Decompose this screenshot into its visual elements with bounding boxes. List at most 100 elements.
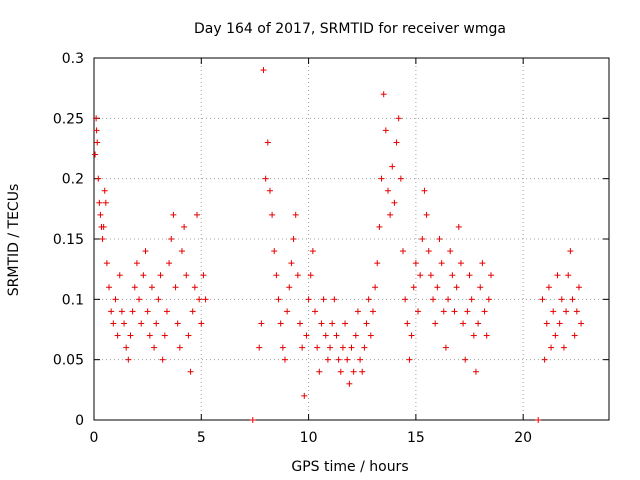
data-point: [108, 308, 115, 315]
data-point: [410, 284, 417, 291]
data-point: [181, 223, 188, 230]
data-point: [275, 296, 282, 303]
data-point: [256, 344, 263, 351]
data-point: [155, 296, 162, 303]
data-point: [92, 151, 99, 158]
data-point: [457, 260, 464, 267]
data-point: [327, 344, 334, 351]
data-point: [322, 332, 329, 339]
data-point: [191, 284, 198, 291]
data-point: [369, 308, 376, 315]
data-point: [125, 356, 132, 363]
data-point: [161, 332, 168, 339]
data-point: [460, 320, 467, 327]
data-point: [470, 332, 477, 339]
data-point: [451, 308, 458, 315]
data-point: [176, 344, 183, 351]
data-point: [166, 260, 173, 267]
data-point: [423, 211, 430, 218]
data-point: [292, 211, 299, 218]
data-point: [249, 417, 256, 423]
data-point: [307, 272, 314, 279]
data-point: [479, 260, 486, 267]
data-point: [472, 368, 479, 375]
data-point: [438, 260, 445, 267]
data-point: [144, 308, 151, 315]
data-point: [103, 260, 110, 267]
data-point: [294, 272, 301, 279]
data-point: [539, 296, 546, 303]
data-point: [281, 356, 288, 363]
data-point: [106, 284, 113, 291]
data-point: [393, 139, 400, 146]
x-tick-label: 5: [197, 430, 206, 446]
data-point: [114, 332, 121, 339]
data-point: [468, 296, 475, 303]
data-point: [262, 175, 269, 182]
data-point: [397, 175, 404, 182]
x-tick-label: 0: [90, 430, 99, 446]
data-point: [427, 272, 434, 279]
data-point: [318, 320, 325, 327]
data-point: [408, 332, 415, 339]
data-point: [142, 248, 149, 255]
data-point: [94, 139, 101, 146]
data-point: [342, 320, 349, 327]
data-point: [387, 211, 394, 218]
data-point: [159, 356, 166, 363]
data-point: [361, 344, 368, 351]
data-point: [455, 223, 462, 230]
data-point: [196, 296, 203, 303]
data-point: [475, 320, 482, 327]
data-point: [453, 284, 460, 291]
data-point: [395, 115, 402, 122]
y-axis-label: SRMTID / TECUs: [6, 184, 22, 297]
data-point: [563, 308, 570, 315]
data-point: [560, 344, 567, 351]
data-point: [404, 320, 411, 327]
data-point: [269, 211, 276, 218]
data-point: [384, 187, 391, 194]
data-point: [337, 368, 344, 375]
data-point: [95, 175, 102, 182]
data-point: [97, 211, 104, 218]
data-point: [485, 296, 492, 303]
data-point: [198, 320, 205, 327]
data-point: [567, 248, 574, 255]
data-point: [445, 296, 452, 303]
data-point: [264, 139, 271, 146]
data-point: [548, 344, 555, 351]
y-tick-label: 0.15: [53, 232, 84, 248]
data-point: [573, 308, 580, 315]
data-point: [140, 272, 147, 279]
data-point: [183, 272, 190, 279]
x-tick-label: 10: [300, 430, 318, 446]
data-point: [273, 272, 280, 279]
data-point: [118, 308, 125, 315]
data-point: [545, 284, 552, 291]
data-point: [189, 308, 196, 315]
ticks: 0 5 10 15 20 0 0.05 0.1 0.15 0.2 0.25 0.3: [53, 51, 609, 446]
data-point: [335, 356, 342, 363]
data-point: [571, 332, 578, 339]
data-point: [185, 332, 192, 339]
data-point: [363, 320, 370, 327]
data-point: [477, 284, 484, 291]
data-point: [123, 344, 130, 351]
data-point: [391, 199, 398, 206]
data-point: [266, 187, 273, 194]
data-point: [151, 344, 158, 351]
data-point: [172, 284, 179, 291]
data-point: [552, 332, 559, 339]
data-point: [110, 320, 117, 327]
data-point: [417, 272, 424, 279]
data-point: [284, 308, 291, 315]
data-point: [339, 344, 346, 351]
data-point: [271, 248, 278, 255]
y-tick-label: 0.25: [53, 111, 84, 127]
data-point: [357, 356, 364, 363]
data-point: [389, 163, 396, 170]
data-point: [464, 308, 471, 315]
data-point: [286, 284, 293, 291]
data-point: [260, 67, 267, 74]
